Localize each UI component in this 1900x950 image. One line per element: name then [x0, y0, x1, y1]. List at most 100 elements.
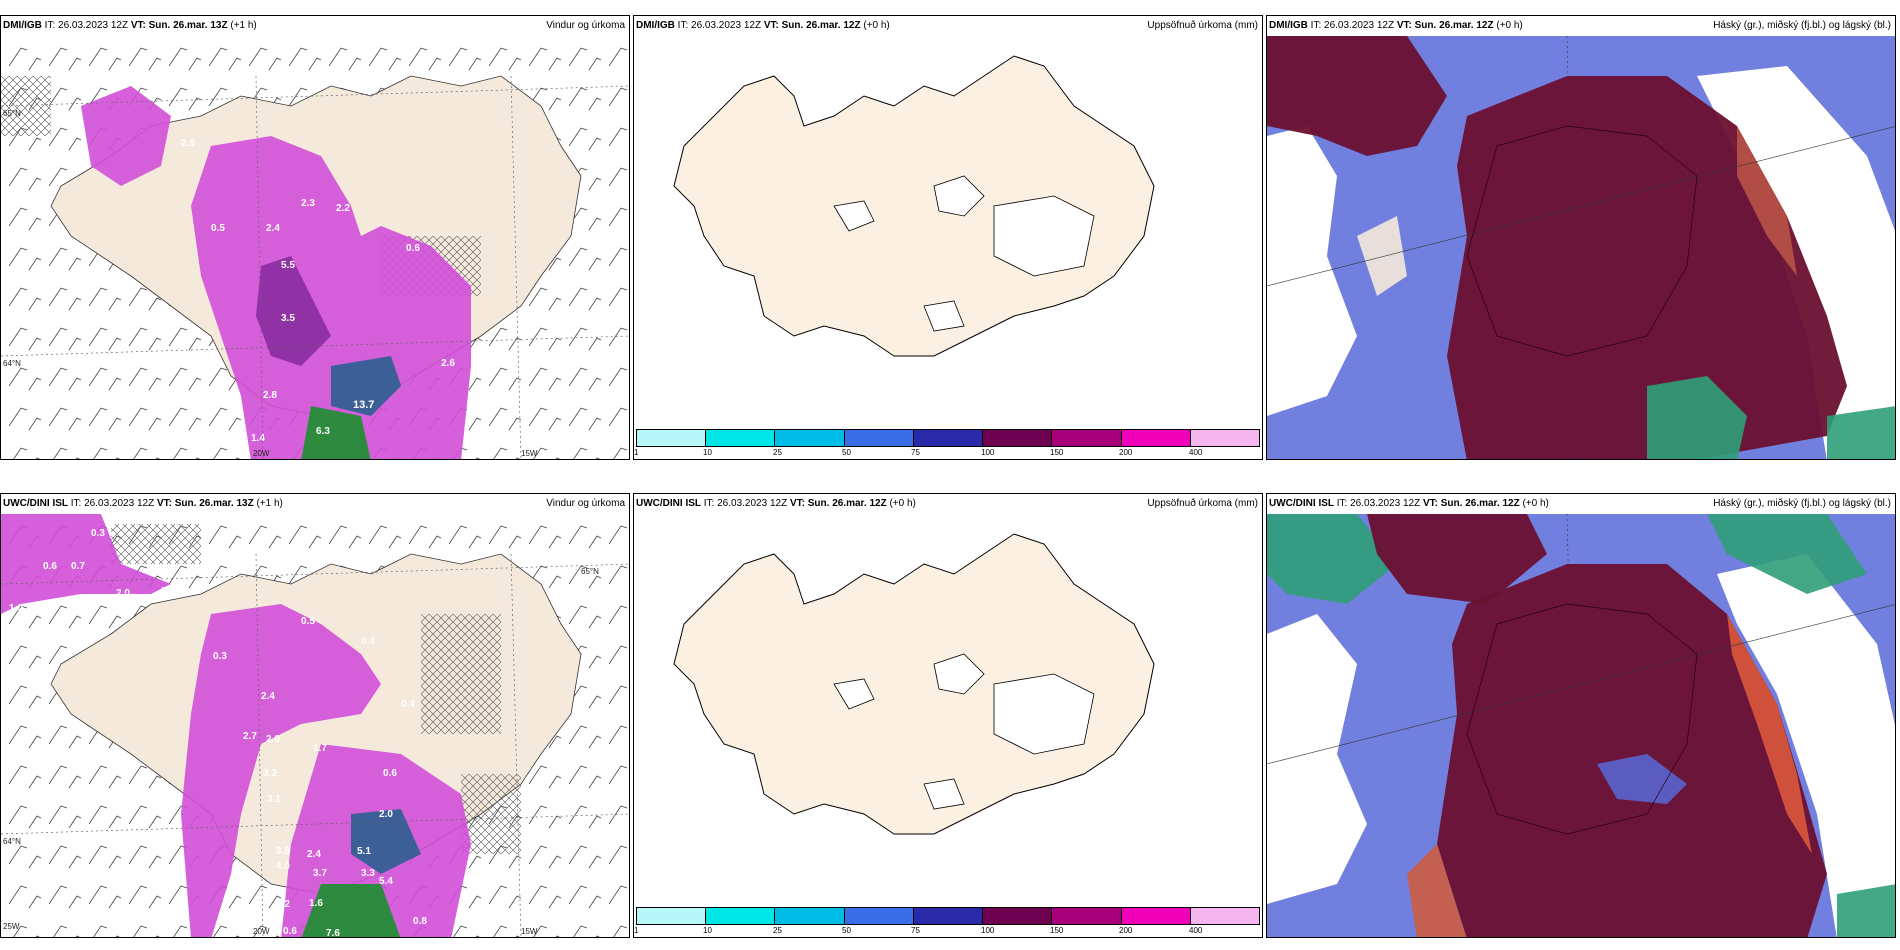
colorbar-tick: 100 [981, 448, 995, 457]
colorbar-cell [844, 908, 914, 924]
product-title: Háský (gr.), miðský (fj.bl.) og lágský (… [1713, 20, 1891, 31]
precip-label: 2.4 [266, 223, 280, 234]
grid-label: 25W [3, 922, 20, 931]
colorbar-tick: 75 [911, 926, 920, 935]
grid-label: 15W [521, 449, 538, 458]
colorbar-cell [983, 908, 1053, 924]
colorbar-cell [913, 430, 984, 446]
precip-label: 3.0 [161, 586, 175, 597]
precip-label: 2.3 [301, 198, 315, 209]
panel-header: DMI/IGB IT: 26.03.2023 12Z VT: Sun. 26.m… [1267, 16, 1895, 36]
valid-time: VT: Sun. 26.mar. 12Z [789, 498, 887, 509]
precip-label: 0.5 [211, 223, 225, 234]
precip-label: 2.2 [276, 899, 290, 910]
grid-label: 64°N [3, 359, 21, 368]
precip-label: 0.6 [383, 768, 397, 779]
precip-label: 7.6 [326, 928, 340, 938]
grid-label: 20W [253, 449, 270, 458]
precip-label: 13.7 [353, 399, 374, 411]
init-time: IT: 26.03.2023 12Z [703, 498, 788, 509]
valid-time: VT: Sun. 26.mar. 13Z [156, 498, 254, 509]
colorbar-cell [775, 430, 845, 446]
precip-label: 2.4 [261, 691, 275, 702]
grid-label: 65°N [581, 567, 599, 576]
precip-label: 2.4 [307, 849, 321, 860]
init-time: IT: 26.03.2023 12Z [70, 498, 155, 509]
accum-precip-map [634, 36, 1262, 431]
colorbar-cell [706, 430, 776, 446]
precip-label: 5.5 [281, 260, 295, 271]
colorbar-tick: 1 [634, 448, 639, 457]
colorbar-tick: 100 [981, 926, 995, 935]
init-time: IT: 26.03.2023 12Z [1336, 498, 1421, 509]
model-name: DMI/IGB [3, 20, 42, 31]
colorbar-cell [983, 430, 1053, 446]
valid-time: VT: Sun. 26.mar. 12Z [1422, 498, 1520, 509]
precip-label: 0.6 [283, 926, 297, 937]
colorbar-tick: 10 [703, 926, 712, 935]
precip-label: 1.0 [9, 603, 23, 614]
grid-label: 15W [521, 927, 538, 936]
colorbar-tick: 150 [1050, 926, 1064, 935]
colorbar-tick: 200 [1119, 926, 1133, 935]
panel-clouds-uwc: UWC/DINI ISL IT: 26.03.2023 12Z VT: Sun.… [1266, 493, 1896, 938]
lead-time: (+0 h) [1522, 498, 1549, 509]
model-name: UWC/DINI ISL [1269, 498, 1334, 509]
lead-time: (+1 h) [256, 498, 283, 509]
valid-time: VT: Sun. 26.mar. 13Z [130, 20, 228, 31]
precip-label: 0.3 [213, 651, 227, 662]
panel-header: UWC/DINI ISL IT: 26.03.2023 12Z VT: Sun.… [1267, 494, 1895, 514]
panel-header: UWC/DINI ISL IT: 26.03.2023 12Z VT: Sun.… [634, 494, 1262, 514]
init-time: IT: 26.03.2023 12Z [1310, 20, 1395, 31]
iceland-land [673, 533, 1155, 835]
colorbar-cell [706, 908, 776, 924]
precip-label: 2.0 [181, 138, 195, 149]
cloud-cover-map [1267, 36, 1895, 459]
colorbar-cell [913, 908, 984, 924]
colorbar-cell [775, 908, 845, 924]
precip-label: 2.0 [266, 734, 280, 745]
colorbar-ticks: 1 10 25 50 75 100 150 200 400 [634, 448, 1260, 459]
product-title: Vindur og úrkoma [546, 20, 625, 31]
colorbar-cell [637, 430, 707, 446]
iceland-land [673, 55, 1155, 357]
precip-label: 0.6 [43, 561, 57, 572]
panel-accum-precip-dmi: DMI/IGB IT: 26.03.2023 12Z VT: Sun. 26.m… [633, 15, 1263, 460]
colorbar-tick: 400 [1189, 926, 1203, 935]
precip-label: 5.1 [357, 846, 371, 857]
product-title: Vindur og úrkoma [546, 498, 625, 509]
lead-time: (+0 h) [863, 20, 890, 31]
colorbar-tick: 25 [773, 926, 782, 935]
lead-time: (+0 h) [889, 498, 916, 509]
model-name: UWC/DINI ISL [636, 498, 701, 509]
colorbar-tick: 50 [842, 448, 851, 457]
precip-label: 1.4 [251, 433, 265, 444]
colorbar-tick: 200 [1119, 448, 1133, 457]
precip-label: 1.7 [313, 743, 327, 754]
colorbar-tick: 75 [911, 448, 920, 457]
colorbar-cell [1190, 908, 1259, 924]
colorbar-ticks: 1 10 25 50 75 100 150 200 400 [634, 926, 1260, 937]
accum-precip-map [634, 514, 1262, 909]
precip-label: 0.4 [401, 699, 415, 710]
precip-label: 2.8 [263, 390, 277, 401]
product-title: Uppsöfnuð úrkoma (mm) [1147, 498, 1258, 509]
product-title: Háský (gr.), miðský (fj.bl.) og lágský (… [1713, 498, 1891, 509]
cloud-cover-map [1267, 514, 1895, 937]
precip-label: 2.2 [336, 203, 350, 214]
precip-label: 0.7 [71, 561, 85, 572]
model-name: DMI/IGB [636, 20, 675, 31]
precip-label: 0.4 [361, 636, 375, 647]
colorbar-cell [637, 908, 707, 924]
precip-label: 1.6 [309, 898, 323, 909]
precip-label: 2.0 [379, 809, 393, 820]
colorbar [636, 907, 1260, 925]
colorbar-tick: 25 [773, 448, 782, 457]
colorbar-tick: 10 [703, 448, 712, 457]
colorbar-cell [1052, 908, 1122, 924]
precip-label: 3.1 [267, 794, 281, 805]
panel-clouds-dmi: DMI/IGB IT: 26.03.2023 12Z VT: Sun. 26.m… [1266, 15, 1896, 460]
colorbar-cell [1121, 430, 1191, 446]
precip-label: 3.2 [263, 768, 277, 779]
panel-wind-precip-uwc: UWC/DINI ISL IT: 26.03.2023 12Z VT: Sun.… [0, 493, 630, 938]
